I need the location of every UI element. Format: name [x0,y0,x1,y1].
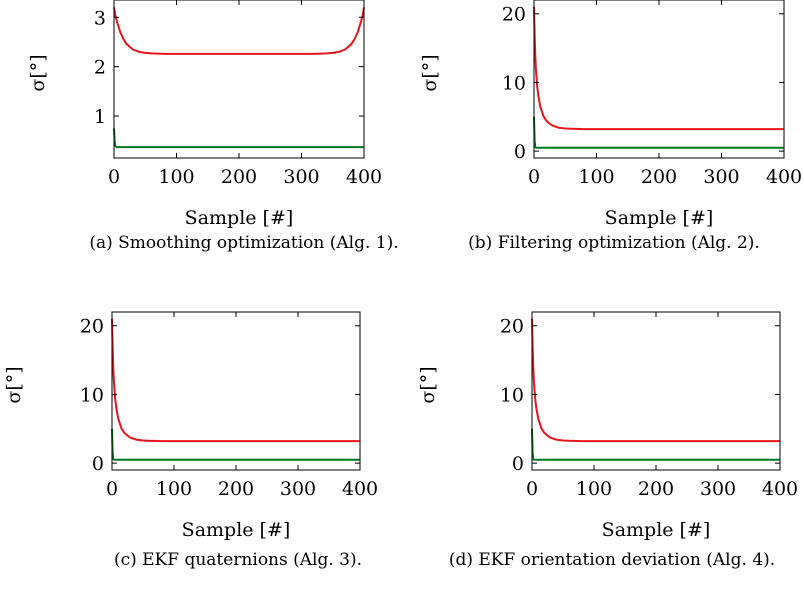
series-line-1 [533,6,784,131]
x-tick-label: 200 [221,166,257,188]
series-line-1 [111,318,360,443]
x-tick-label: 300 [283,166,319,188]
series-line-1 [531,318,780,443]
y-tick-label: 1 [94,106,106,128]
series-line-2 [113,128,364,149]
series-line-2 [111,428,360,461]
y-tick-label: 20 [500,316,524,338]
x-tick-label: 400 [762,478,798,500]
y-tick-label: 3 [94,7,106,29]
plot-frame [531,311,781,471]
plot-frame [113,0,365,159]
subfigure-caption: (a) Smoothing optimization (Alg. 1). [89,233,398,253]
x-tick-label: 300 [700,478,736,500]
y-axis-label: σ[°] [417,366,439,403]
x-axis-label: Sample [#] [182,519,291,541]
x-tick-label: 300 [703,166,739,188]
x-tick-label: 0 [528,166,540,188]
y-tick-label: 10 [502,72,526,94]
y-tick-label: 20 [502,4,526,26]
series-line-1 [113,7,365,55]
y-axis-label: σ[°] [3,366,25,403]
subfigure-caption: (c) EKF quaternions (Alg. 3). [114,550,362,570]
x-tick-label: 300 [280,478,316,500]
y-tick-label: 0 [92,453,104,475]
series-line-2 [533,116,784,149]
x-tick-label: 0 [106,478,118,500]
x-tick-label: 200 [218,478,254,500]
y-tick-label: 0 [512,453,524,475]
x-axis-label: Sample [#] [605,207,714,229]
x-axis-label: Sample [#] [185,207,294,229]
y-tick-label: 10 [80,384,104,406]
subfigure-caption: (d) EKF orientation deviation (Alg. 4). [449,550,775,570]
x-tick-label: 100 [156,478,192,500]
y-axis-label: σ[°] [419,54,441,91]
chart-panel-2: 0 100 200 300 400 0 10 20 Sample [#] σ[°] (b) Filt… [419,0,802,253]
y-axis-label: σ[°] [27,54,49,91]
x-tick-label: 100 [578,166,614,188]
y-tick-label: 2 [94,57,106,79]
chart-panel-4: 0 100 200 300 400 0 10 20 Sample [#] σ[°] (d) EKF … [417,311,798,570]
x-axis-label: Sample [#] [602,519,711,541]
x-tick-label: 100 [576,478,612,500]
x-tick-label: 0 [108,166,120,188]
subfigure-caption: (b) Filtering optimization (Alg. 2). [468,233,760,253]
x-tick-label: 200 [641,166,677,188]
x-tick-label: 400 [346,166,382,188]
y-tick-label: 20 [80,316,104,338]
chart-panel-3: 0 100 200 300 400 0 10 20 Sample [#] σ[°] (c) EKF … [3,311,378,570]
plot-frame [533,0,785,159]
y-tick-label: 10 [500,384,524,406]
chart-panel-1: 0 100 200 300 400 1 2 3 Sample [#] σ[°] (a) Smooth… [27,0,399,253]
series-line-2 [531,428,780,461]
x-tick-label: 400 [766,166,802,188]
x-tick-label: 400 [342,478,378,500]
x-tick-label: 200 [638,478,674,500]
x-tick-label: 0 [526,478,538,500]
x-tick-label: 100 [158,166,194,188]
plot-frame [111,311,361,471]
y-tick-label: 0 [514,141,526,163]
